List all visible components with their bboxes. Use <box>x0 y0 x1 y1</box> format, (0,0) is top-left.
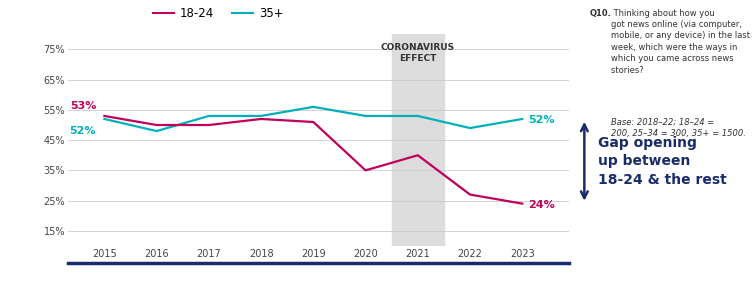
Text: 52%: 52% <box>69 126 96 136</box>
Text: Q10.: Q10. <box>590 9 611 17</box>
Text: 24%: 24% <box>528 200 555 210</box>
Bar <box>391 34 444 246</box>
Legend: 18-24, 35+: 18-24, 35+ <box>148 2 289 25</box>
Text: Thinking about how you
got news online (via computer,
mobile, or any device) in : Thinking about how you got news online (… <box>611 9 749 75</box>
Text: CORONAVIRUS
EFFECT: CORONAVIRUS EFFECT <box>381 43 455 63</box>
Text: Base: 2018–22; 18–24 =
200, 25–34 = 300, 35+ = 1500.: Base: 2018–22; 18–24 = 200, 25–34 = 300,… <box>611 117 746 138</box>
Text: Gap opening
up between
18-24 & the rest: Gap opening up between 18-24 & the rest <box>598 136 727 187</box>
Text: 53%: 53% <box>69 101 96 111</box>
Text: 52%: 52% <box>528 115 554 125</box>
